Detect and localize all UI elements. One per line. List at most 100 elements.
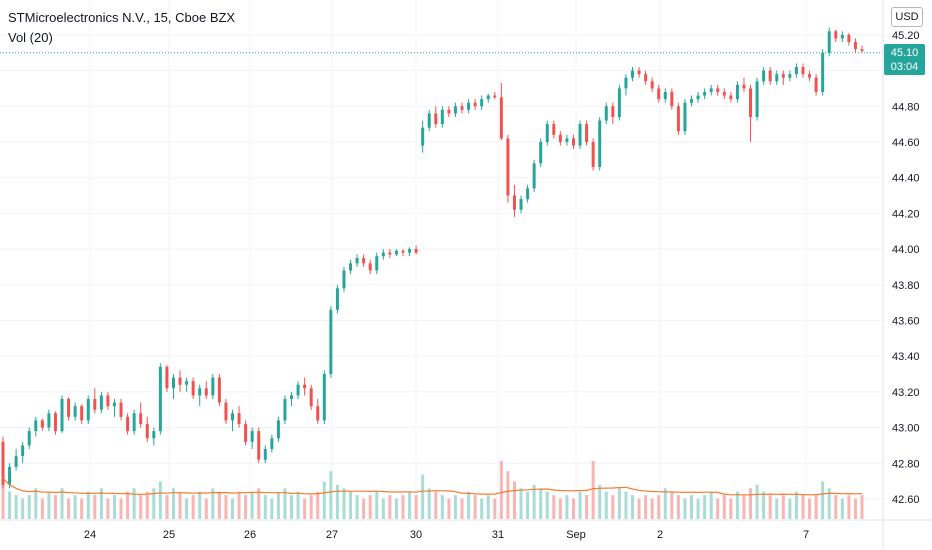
candle-body — [14, 456, 18, 467]
candle-body — [73, 406, 77, 417]
candle-body — [53, 413, 57, 432]
volume-bar — [473, 495, 477, 519]
volume-bar — [362, 498, 366, 519]
volume-bar — [401, 495, 405, 519]
last-price-tag: 45.10 03:04 — [884, 44, 925, 75]
volume-bar — [834, 495, 838, 519]
candle-body — [152, 431, 156, 439]
y-tick-label: 44.00 — [892, 244, 920, 256]
candle-body — [617, 88, 621, 117]
currency-button[interactable]: USD — [891, 7, 923, 27]
volume-bar — [703, 495, 707, 519]
candle-body — [571, 138, 575, 146]
volume-bar — [40, 498, 44, 519]
candle-body — [231, 413, 235, 421]
candle-body — [211, 377, 215, 396]
candle-body — [185, 381, 189, 385]
candle-body — [683, 102, 687, 132]
candle-body — [565, 138, 569, 142]
volume-bar — [394, 498, 398, 519]
candle-body — [434, 113, 438, 125]
candle-body — [447, 109, 451, 114]
volume-bar — [571, 498, 575, 519]
candle-body — [283, 398, 287, 421]
candle-body — [840, 34, 844, 39]
candle-body — [650, 81, 654, 89]
candle-body — [237, 413, 241, 424]
y-tick-label: 45.20 — [892, 30, 920, 42]
last-price-value: 45.10 — [890, 47, 919, 59]
candle-body — [316, 406, 320, 421]
candle-body — [532, 163, 536, 189]
candle-body — [735, 84, 739, 100]
candle-body — [506, 138, 510, 196]
volume-bar — [545, 491, 549, 519]
candle-body — [657, 88, 661, 100]
volume-bar — [512, 481, 516, 519]
x-tick-label: 30 — [410, 529, 422, 541]
volume-bar — [847, 495, 851, 519]
candle-body — [722, 91, 726, 96]
candle-body — [21, 445, 25, 457]
volume-bar — [519, 488, 523, 519]
volume-bar — [14, 495, 18, 519]
volume-bar — [198, 491, 202, 519]
candle-body — [794, 66, 798, 75]
x-tick-label: Sep — [566, 529, 586, 541]
candle-body — [191, 381, 195, 396]
volume-bar — [683, 498, 687, 519]
candle-body — [119, 402, 123, 417]
volume-legend[interactable]: Vol (20) — [8, 30, 53, 45]
candle-body — [263, 448, 267, 460]
volume-bar — [827, 488, 831, 519]
volume-bar — [126, 491, 130, 519]
candle-body — [467, 102, 471, 110]
volume-bar — [132, 488, 136, 519]
x-tick-label: 26 — [244, 529, 256, 541]
volume-bar — [637, 498, 641, 519]
candle-body — [499, 97, 503, 139]
candle-body — [663, 91, 667, 100]
candle-body — [598, 120, 602, 167]
x-tick-label: 2 — [657, 529, 663, 541]
candle-body — [742, 84, 746, 89]
candle-body — [8, 466, 12, 485]
candle-body — [342, 270, 346, 289]
x-tick-label: 7 — [803, 529, 809, 541]
volume-bar — [217, 491, 221, 519]
candle-body — [126, 416, 130, 432]
candle-body — [388, 252, 392, 255]
volume-bar — [211, 488, 215, 519]
candle-body — [270, 438, 274, 449]
candle-body — [480, 99, 484, 107]
volume-bar — [794, 491, 798, 519]
candle-body — [493, 95, 497, 98]
x-tick-label: 24 — [84, 529, 96, 541]
candle-body — [355, 257, 359, 264]
volume-bar — [493, 498, 497, 519]
candle-body — [335, 288, 339, 310]
volume-bar — [722, 495, 726, 519]
volume-bar — [27, 495, 31, 519]
volume-bar — [539, 488, 543, 519]
volume-bar — [381, 498, 385, 519]
candle-body — [676, 106, 680, 132]
candle-body — [670, 91, 674, 107]
volume-bar — [60, 488, 64, 519]
chart-title[interactable]: STMicroelectronics N.V., 15, Cboe BZX — [8, 10, 236, 25]
volume-bar — [355, 495, 359, 519]
volume-bar — [460, 498, 464, 519]
volume-bar — [421, 474, 425, 519]
volume-bar — [224, 495, 228, 519]
candle-body — [512, 195, 516, 210]
candle-body — [827, 31, 831, 53]
volume-bar — [578, 491, 582, 519]
candle-body — [775, 74, 779, 82]
volume-bar — [388, 495, 392, 519]
candle-body — [381, 252, 385, 257]
volume-bar — [604, 491, 608, 519]
volume-bar — [696, 498, 700, 519]
volume-bar — [486, 495, 490, 519]
candle-body — [394, 250, 398, 255]
